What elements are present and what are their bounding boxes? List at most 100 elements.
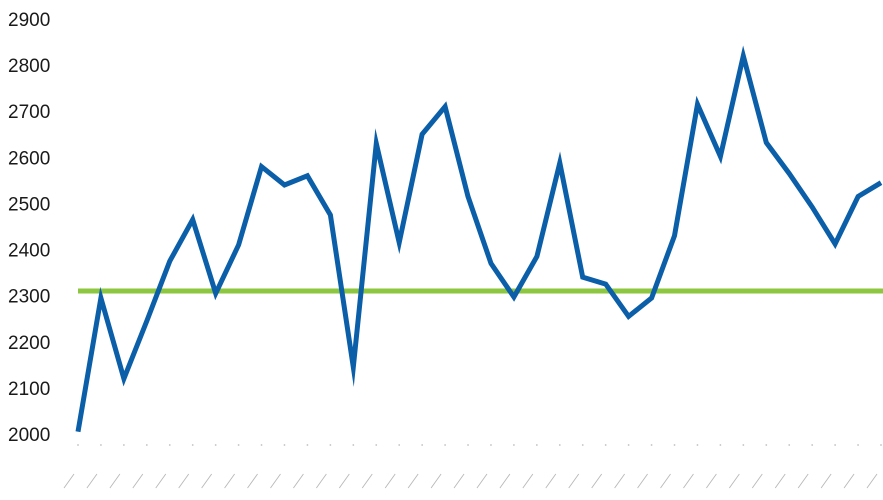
x-tick-label-illegible [430,473,442,489]
x-tick-mark [237,444,240,446]
data-point [649,295,654,300]
x-tick-mark [168,444,171,446]
x-tick-mark [788,444,791,446]
x-tick-label-illegible [843,473,855,489]
x-tick-mark [421,444,424,446]
x-tick-mark [398,444,401,446]
x-tick-mark [627,444,630,446]
data-point [764,140,769,145]
y-tick-label: 2600 [8,148,50,169]
x-tick-mark [513,444,515,446]
data-point [603,282,608,287]
x-tick-label-illegible [407,473,419,489]
x-tick-mark [742,444,745,446]
data-point [443,104,448,109]
x-tick-label-illegible [384,473,396,489]
x-axis [63,444,882,489]
x-tick-label-illegible [499,473,511,489]
data-point [810,205,815,210]
x-tick-label-illegible [224,473,235,489]
x-tick-label-illegible [820,473,832,489]
x-tick-label-illegible [706,473,717,489]
x-tick-mark [283,444,286,446]
y-axis: 2000 2100 2200 2300 2400 2500 2600 2700 2800 2900 [8,10,50,446]
x-tick-label-illegible [683,473,694,489]
data-point [213,291,218,296]
data-point [856,194,861,199]
x-tick-label-illegible [247,473,258,489]
data-point [488,261,493,266]
data-point [787,171,792,176]
x-tick-mark [765,444,768,446]
x-tick-label-illegible [591,473,603,489]
data-point [236,242,241,247]
data-point [259,164,264,169]
y-tick-label: 2300 [8,287,50,308]
y-tick-label: 2000 [8,425,50,446]
x-tick-mark [329,444,332,446]
x-tick-label-illegible [293,473,304,489]
y-tick-label: 2100 [8,379,50,400]
data-point [282,183,287,188]
x-tick-label-illegible [522,473,534,489]
data-point [833,242,838,247]
x-tick-label-illegible [545,473,557,489]
x-tick-label-illegible [476,473,488,489]
x-tick-label-illegible [86,473,98,489]
x-tick-mark [77,444,79,446]
x-tick-label-illegible [270,473,281,489]
x-tick-mark [145,444,148,446]
x-tick-mark [581,444,584,446]
data-point [718,154,723,159]
x-tick-label-illegible [568,473,580,489]
x-tick-label-illegible [774,473,786,489]
x-tick-mark [535,444,538,446]
data-point [167,259,172,264]
x-tick-mark [352,444,355,446]
x-tick-label-illegible [109,473,121,489]
x-tick-mark [650,444,653,446]
data-series [75,45,883,433]
data-point [511,295,516,300]
x-tick-mark [375,444,378,446]
x-tick-label-illegible [155,473,167,489]
x-tick-label-illegible [660,473,671,489]
x-tick-mark [696,444,699,446]
x-tick-mark [214,444,217,446]
x-tick-label-illegible [751,473,763,489]
data-point [741,53,746,58]
data-point [397,240,402,245]
x-tick-label-illegible [201,473,213,489]
data-point [144,319,149,324]
data-point [557,160,562,165]
series-line [75,45,883,433]
x-tick-label-illegible [361,473,373,489]
x-tick-mark [604,444,607,446]
x-tick-mark [490,444,492,446]
x-tick-label-illegible [178,473,190,489]
x-tick-mark [857,444,859,446]
data-point [420,132,425,137]
data-point [695,102,700,107]
x-tick-mark [444,444,446,446]
data-point [534,254,539,259]
x-tick-label-illegible [866,473,878,489]
y-tick-label: 2900 [8,10,50,31]
y-tick-label: 2700 [8,102,50,123]
data-point [121,376,126,381]
x-tick-label-illegible [453,473,465,489]
x-tick-mark [260,444,263,446]
data-point [351,365,356,370]
y-tick-label: 2400 [8,241,50,262]
x-tick-mark [834,444,837,446]
data-point [98,295,103,300]
y-tick-label: 2500 [8,194,50,215]
x-tick-label-illegible [132,473,144,489]
data-point [190,217,195,222]
x-tick-mark [558,444,561,446]
x-tick-mark [100,444,102,446]
x-tick-mark [122,444,125,446]
data-point [305,173,310,178]
x-tick-mark [811,444,814,446]
